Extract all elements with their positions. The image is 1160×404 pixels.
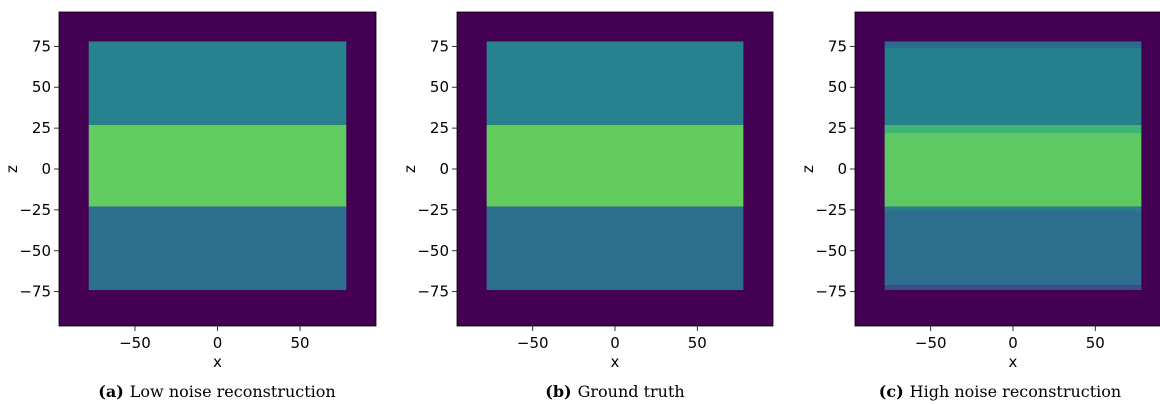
y-tick-label: −25 bbox=[417, 201, 449, 219]
x-tick-label: 0 bbox=[1008, 334, 1018, 352]
heatmap-region bbox=[884, 41, 1142, 48]
y-axis-label: z bbox=[401, 165, 419, 173]
y-tick-label: 50 bbox=[32, 78, 51, 96]
y-tick-label: 0 bbox=[439, 160, 449, 178]
x-tick-label: −50 bbox=[915, 334, 947, 352]
heatmap-region bbox=[88, 41, 347, 125]
x-tick-label: 50 bbox=[688, 334, 707, 352]
y-tick-label: 25 bbox=[828, 119, 847, 137]
heatmap-region bbox=[486, 41, 744, 125]
panel-caption: (a) Low noise reconstruction bbox=[98, 382, 335, 401]
y-tick-label: −75 bbox=[19, 283, 51, 301]
x-tick-label: 50 bbox=[291, 334, 310, 352]
y-tick-label: 50 bbox=[828, 78, 847, 96]
panel-caption: (c) High noise reconstruction bbox=[879, 382, 1121, 401]
y-tick-label: −50 bbox=[19, 242, 51, 260]
y-tick-label: 0 bbox=[837, 160, 847, 178]
y-tick-label: 50 bbox=[430, 78, 449, 96]
y-tick-label: 75 bbox=[32, 37, 51, 55]
panel-1: −50 0 50 75 50 25 0 −25 −50 −75 x z (a) Low noise rec… bbox=[3, 11, 377, 401]
y-tick-label: −25 bbox=[815, 201, 847, 219]
y-tick-label: −75 bbox=[815, 283, 847, 301]
x-axis-label: x bbox=[213, 353, 222, 371]
heatmap-region bbox=[88, 124, 347, 207]
y-tick-label: −50 bbox=[815, 242, 847, 260]
caption-text: High noise reconstruction bbox=[910, 382, 1122, 401]
panel-caption: (b) Ground truth bbox=[545, 382, 684, 401]
x-axis-label: x bbox=[1009, 353, 1018, 371]
y-tick-label: −75 bbox=[417, 283, 449, 301]
panel-3: −50 0 50 75 50 25 0 −25 −50 −75 x z (c) High noise re… bbox=[799, 11, 1160, 401]
heatmap-region bbox=[88, 206, 347, 291]
heatmap-region bbox=[884, 211, 1142, 286]
caption-tag: (c) bbox=[879, 382, 904, 401]
y-tick-label: 25 bbox=[430, 119, 449, 137]
y-tick-label: 75 bbox=[828, 37, 847, 55]
x-tick-label: −50 bbox=[119, 334, 151, 352]
x-tick-label: −50 bbox=[517, 334, 549, 352]
y-axis-label: z bbox=[3, 165, 21, 173]
y-tick-label: −50 bbox=[417, 242, 449, 260]
heatmap-region bbox=[884, 124, 1142, 134]
y-tick-label: 25 bbox=[32, 119, 51, 137]
x-tick-label: 0 bbox=[610, 334, 620, 352]
y-tick-label: 75 bbox=[430, 37, 449, 55]
y-tick-label: 0 bbox=[41, 160, 51, 178]
heatmap-region bbox=[486, 124, 744, 207]
x-axis-label: x bbox=[611, 353, 620, 371]
caption-text: Low noise reconstruction bbox=[130, 382, 336, 401]
panel-2: −50 0 50 75 50 25 0 −25 −50 −75 x z (b) Ground truth bbox=[401, 11, 774, 401]
caption-tag: (a) bbox=[98, 382, 124, 401]
heatmap-region bbox=[884, 206, 1142, 212]
heatmap-region bbox=[884, 285, 1142, 291]
heatmap-region bbox=[486, 206, 744, 291]
heatmap-region bbox=[884, 47, 1142, 125]
heatmap-region bbox=[884, 133, 1142, 207]
y-tick-label: −25 bbox=[19, 201, 51, 219]
caption-text: Ground truth bbox=[578, 382, 685, 401]
y-axis-label: z bbox=[799, 165, 817, 173]
x-tick-label: 0 bbox=[213, 334, 223, 352]
caption-tag: (b) bbox=[545, 382, 571, 401]
x-tick-label: 50 bbox=[1086, 334, 1105, 352]
